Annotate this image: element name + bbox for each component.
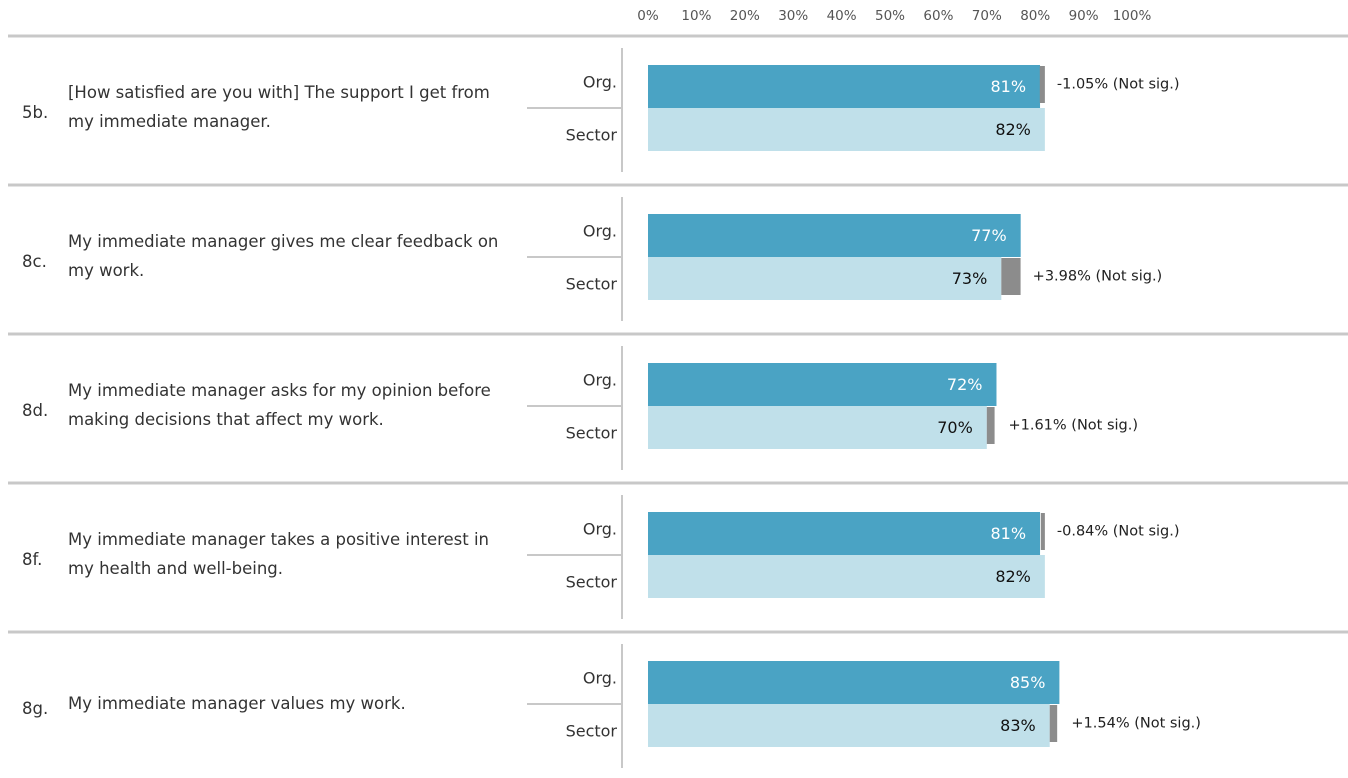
bar bbox=[648, 363, 997, 406]
series-label: Sector bbox=[566, 722, 618, 741]
bar bbox=[648, 512, 1041, 555]
x-tick-label: 50% bbox=[875, 8, 905, 24]
series-label: Org. bbox=[583, 222, 617, 241]
difference-label: +1.61% (Not sig.) bbox=[1008, 418, 1138, 434]
question-text: [How satisfied are you with] The support… bbox=[68, 83, 490, 131]
value-label: 72% bbox=[947, 375, 983, 394]
x-tick-label: 40% bbox=[827, 8, 857, 24]
bar bbox=[648, 108, 1045, 151]
question-code: 5b. bbox=[22, 102, 49, 122]
value-label: 77% bbox=[971, 226, 1007, 245]
question-code: 8c. bbox=[22, 251, 47, 271]
difference-bar bbox=[1049, 705, 1058, 742]
difference-bar bbox=[1039, 66, 1045, 103]
x-tick-label: 10% bbox=[681, 8, 711, 24]
bar bbox=[648, 406, 987, 449]
difference-label: +1.54% (Not sig.) bbox=[1071, 716, 1201, 732]
bar bbox=[648, 257, 1002, 300]
x-tick-label: 70% bbox=[972, 8, 1002, 24]
question-code: 8d. bbox=[22, 400, 49, 420]
difference-label: +3.98% (Not sig.) bbox=[1033, 269, 1163, 285]
x-tick-label: 60% bbox=[923, 8, 953, 24]
difference-label: -1.05% (Not sig.) bbox=[1057, 77, 1180, 93]
value-label: 81% bbox=[990, 77, 1026, 96]
value-label: 82% bbox=[995, 120, 1031, 139]
x-tick-label: 80% bbox=[1020, 8, 1050, 24]
x-tick-label: 0% bbox=[637, 8, 659, 24]
question-code: 8f. bbox=[22, 549, 43, 569]
series-label: Sector bbox=[566, 424, 618, 443]
x-tick-label: 100% bbox=[1113, 8, 1152, 24]
value-label: 85% bbox=[1010, 673, 1046, 692]
bar bbox=[648, 214, 1021, 257]
bar bbox=[648, 661, 1060, 704]
bar bbox=[648, 704, 1050, 747]
question-text: My immediate manager takes a positive in… bbox=[68, 530, 490, 578]
series-label: Org. bbox=[583, 669, 617, 688]
question-text: My immediate manager asks for my opinion… bbox=[68, 381, 491, 429]
bar bbox=[648, 65, 1041, 108]
x-tick-label: 90% bbox=[1069, 8, 1099, 24]
difference-label: -0.84% (Not sig.) bbox=[1057, 524, 1180, 540]
series-label: Org. bbox=[583, 520, 617, 539]
difference-bar bbox=[1040, 513, 1045, 550]
difference-bar bbox=[1001, 258, 1021, 295]
series-label: Sector bbox=[566, 275, 618, 294]
bar bbox=[648, 555, 1045, 598]
question-text: My immediate manager gives me clear feed… bbox=[68, 232, 499, 280]
value-label: 82% bbox=[995, 567, 1031, 586]
question-code: 8g. bbox=[22, 698, 49, 718]
value-label: 81% bbox=[990, 524, 1026, 543]
value-label: 70% bbox=[937, 418, 973, 437]
value-label: 83% bbox=[1000, 716, 1036, 735]
value-label: 73% bbox=[952, 269, 988, 288]
x-tick-label: 30% bbox=[778, 8, 808, 24]
series-label: Org. bbox=[583, 371, 617, 390]
difference-bar bbox=[986, 407, 995, 444]
x-tick-label: 20% bbox=[730, 8, 760, 24]
series-label: Org. bbox=[583, 73, 617, 92]
series-label: Sector bbox=[566, 573, 618, 592]
question-text: My immediate manager values my work. bbox=[68, 693, 406, 713]
series-label: Sector bbox=[566, 126, 618, 145]
